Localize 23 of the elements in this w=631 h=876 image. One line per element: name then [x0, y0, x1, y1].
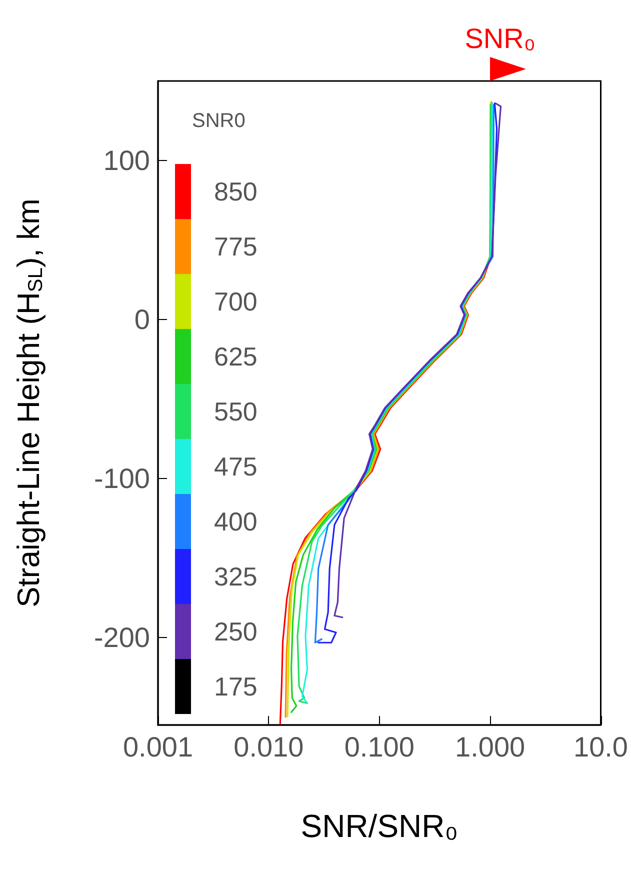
legend-label: 400	[214, 506, 258, 536]
y-axis-title: Straight-Line Height (HSL), km	[10, 198, 47, 608]
legend-label: 850	[214, 176, 258, 206]
x-tick-label: 10.0	[574, 732, 628, 762]
legend-label: 550	[214, 396, 258, 426]
y-tick-label: -100	[94, 463, 150, 494]
y-tick-label: -200	[94, 622, 150, 654]
legend-label: 775	[214, 232, 258, 262]
y-tick-label: 100	[103, 145, 150, 176]
legend-label: 325	[214, 562, 258, 592]
x-tick-label: 1.000	[455, 732, 526, 762]
legend-label: 625	[214, 342, 258, 372]
x-axis-title: SNR/SNR₀	[300, 808, 458, 844]
legend-label: 250	[214, 616, 258, 646]
x-tick-label: 0.100	[344, 732, 414, 762]
legend-title: SNR0	[192, 110, 246, 132]
x-tick-label: 0.001	[122, 732, 194, 762]
legend-label: 475	[214, 452, 258, 482]
x-tick-label: 0.010	[234, 732, 304, 762]
y-tick-label: 0	[134, 304, 150, 336]
legend-label: 175	[214, 672, 258, 702]
text: SNR₀	[464, 23, 536, 55]
legend-label: 700	[214, 286, 258, 316]
